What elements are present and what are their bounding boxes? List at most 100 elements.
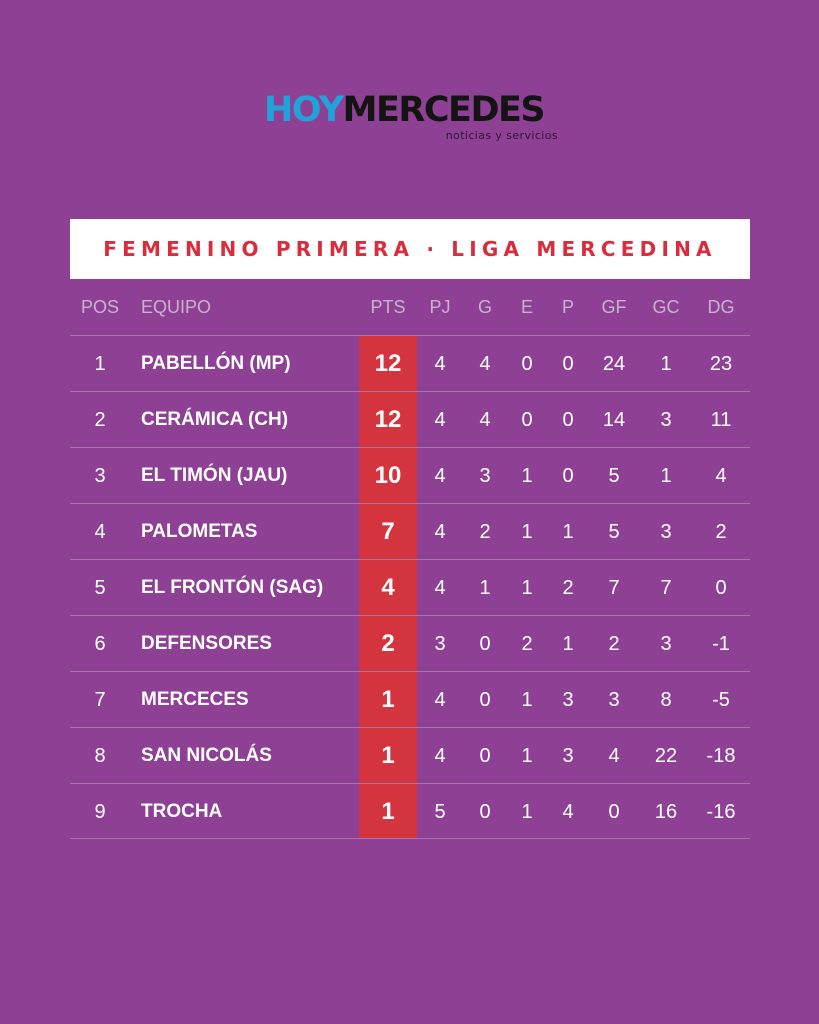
- team-name: EL FRONTÓN (SAG): [141, 577, 324, 598]
- lost: 0: [562, 409, 574, 431]
- table-header: POS EQUIPO PTS PJ G E P GF GC DG: [70, 279, 750, 335]
- table-row: 9 TROCHA 1 5 0 1 4 0 16 -16: [70, 783, 750, 839]
- goal-diff: 0: [715, 577, 727, 599]
- goals-against: 1: [660, 353, 672, 375]
- header-pj: PJ: [429, 297, 451, 317]
- points: 2: [381, 630, 395, 657]
- won: 4: [479, 353, 491, 375]
- goals-against: 16: [654, 801, 678, 823]
- played: 4: [434, 353, 446, 375]
- points: 1: [381, 686, 395, 713]
- drawn: 1: [521, 465, 533, 487]
- goals-for: 4: [608, 745, 620, 767]
- goal-diff: 2: [715, 521, 727, 543]
- won: 1: [479, 577, 491, 599]
- drawn: 2: [521, 633, 533, 655]
- points: 1: [381, 798, 395, 825]
- logo-tagline: noticias y servicios: [445, 129, 558, 142]
- pos: 9: [94, 801, 106, 823]
- drawn: 1: [521, 689, 533, 711]
- table-row: 5 EL FRONTÓN (SAG) 4 4 1 1 2 7 7 0: [70, 559, 750, 615]
- lost: 4: [562, 801, 574, 823]
- lost: 0: [562, 465, 574, 487]
- header-g: G: [477, 297, 492, 317]
- pos: 3: [94, 465, 106, 487]
- lost: 1: [562, 521, 574, 543]
- table-row: 3 EL TIMÓN (JAU) 10 4 3 1 0 5 1 4: [70, 447, 750, 503]
- goals-for: 2: [608, 633, 620, 655]
- played: 4: [434, 577, 446, 599]
- header-gc: GC: [652, 297, 680, 317]
- team-name: EL TIMÓN (JAU): [141, 465, 288, 486]
- goal-diff: -5: [712, 689, 730, 711]
- drawn: 0: [521, 409, 533, 431]
- played: 4: [434, 465, 446, 487]
- team-name: DEFENSORES: [141, 633, 272, 654]
- won: 0: [479, 745, 491, 767]
- lost: 2: [562, 577, 574, 599]
- points: 7: [381, 518, 395, 545]
- goals-against: 3: [660, 633, 672, 655]
- header-team: EQUIPO: [141, 297, 212, 317]
- table-row: 7 MERCECES 1 4 0 1 3 3 8 -5: [70, 671, 750, 727]
- drawn: 1: [521, 521, 533, 543]
- logo-mercedes: MERCEDES: [342, 90, 546, 130]
- header-gf: GF: [601, 297, 627, 317]
- points: 12: [374, 350, 402, 377]
- goal-diff: 4: [715, 465, 727, 487]
- standings-table: POS EQUIPO PTS PJ G E P GF GC DG 1 PABEL…: [70, 279, 750, 839]
- points: 4: [381, 574, 395, 601]
- goals-against: 8: [660, 689, 672, 711]
- pos: 5: [94, 577, 106, 599]
- drawn: 1: [521, 801, 533, 823]
- pos: 7: [94, 689, 106, 711]
- goals-for: 5: [608, 521, 620, 543]
- pos: 4: [94, 521, 106, 543]
- header-pts: PTS: [370, 297, 406, 317]
- logo: HOYMERCEDES noticias y servicios: [264, 88, 564, 148]
- team-name: PALOMETAS: [141, 521, 258, 542]
- goals-for: 5: [608, 465, 620, 487]
- played: 4: [434, 521, 446, 543]
- pos: 8: [94, 745, 106, 767]
- points: 12: [374, 406, 402, 433]
- table-row: 2 CERÁMICA (CH) 12 4 4 0 0 14 3 11: [70, 391, 750, 447]
- lost: 0: [562, 353, 574, 375]
- won: 0: [479, 801, 491, 823]
- goals-for: 14: [602, 409, 626, 431]
- table-title: FEMENINO PRIMERA · LIGA MERCEDINA: [103, 237, 717, 261]
- team-name: SAN NICOLÁS: [141, 745, 272, 766]
- pos: 2: [94, 409, 106, 431]
- header-pos: POS: [80, 297, 119, 317]
- goal-diff: 23: [709, 353, 733, 375]
- played: 4: [434, 745, 446, 767]
- table-row: 4 PALOMETAS 7 4 2 1 1 5 3 2: [70, 503, 750, 559]
- won: 0: [479, 633, 491, 655]
- goals-for: 7: [608, 577, 620, 599]
- goals-against: 7: [660, 577, 672, 599]
- team-name: CERÁMICA (CH): [141, 409, 289, 430]
- logo-hoy: HOY: [264, 90, 344, 130]
- played: 3: [434, 633, 446, 655]
- lost: 1: [562, 633, 574, 655]
- drawn: 1: [521, 745, 533, 767]
- goals-for: 0: [608, 801, 620, 823]
- pos: 6: [94, 633, 106, 655]
- goal-diff: 11: [710, 409, 732, 431]
- won: 2: [479, 521, 491, 543]
- header-e: E: [520, 297, 533, 317]
- title-bar: FEMENINO PRIMERA · LIGA MERCEDINA: [70, 219, 750, 279]
- goals-against: 22: [654, 745, 678, 767]
- goal-diff: -1: [712, 633, 730, 655]
- goals-against: 1: [660, 465, 672, 487]
- team-name: PABELLÓN (MP): [141, 353, 291, 374]
- drawn: 0: [521, 353, 533, 375]
- played: 5: [434, 801, 446, 823]
- lost: 3: [562, 689, 574, 711]
- points-column-highlight: [359, 335, 417, 839]
- points: 10: [374, 462, 402, 489]
- header-dg: DG: [707, 297, 735, 317]
- played: 4: [434, 689, 446, 711]
- pos: 1: [94, 353, 106, 375]
- played: 4: [434, 409, 446, 431]
